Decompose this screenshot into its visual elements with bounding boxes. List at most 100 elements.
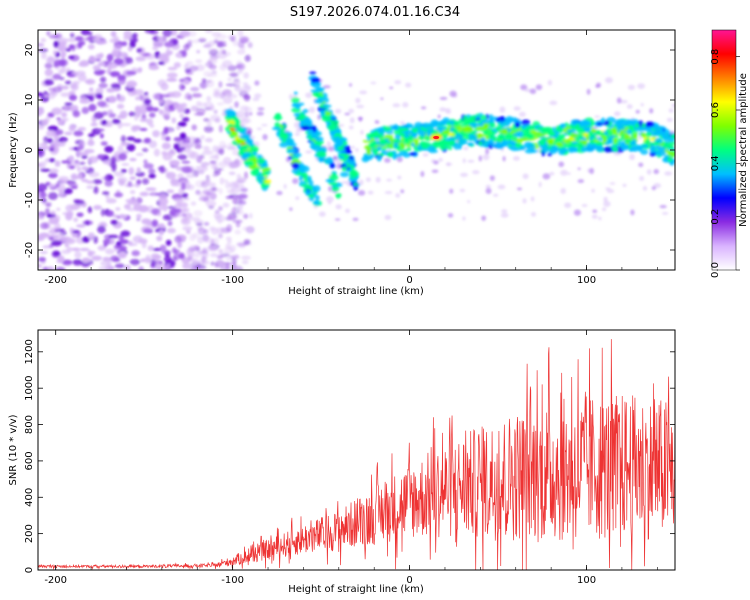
noise-blob [217,33,227,40]
noise-blob [236,110,245,118]
noise-blob [170,178,180,185]
faint-blob [396,156,403,163]
colorbar-gradient [712,30,736,270]
noise-blob [244,54,251,62]
noise-blob [152,40,157,46]
signal-blob [313,200,319,205]
faint-blob [520,84,528,91]
faint-blob [289,207,293,211]
faint-blob [462,216,466,221]
noise-blob [243,94,251,102]
noise-blob [87,140,95,147]
noise-blob [236,70,243,74]
signal-blob [630,147,635,152]
faint-blob [664,171,673,176]
noise-blob [206,119,212,127]
noise-blob [184,63,190,70]
noise-blob [196,49,201,54]
signal-blob [353,185,359,191]
faint-blob [518,111,526,117]
colorbar-tick-label: 0.4 [710,155,721,171]
noise-blob [38,48,49,53]
noise-blob [165,50,171,57]
signal-blob [606,138,612,145]
faint-blob [635,109,640,114]
faint-blob [516,187,523,191]
signal-blob [311,77,320,84]
noise-blob [76,212,84,218]
noise-blob [89,39,95,44]
noise-blob [197,38,207,43]
noise-blob [107,175,114,180]
noise-blob [64,131,73,136]
noise-blob [152,107,159,112]
noise-blob [151,219,159,227]
signal-blob [562,138,571,144]
faint-blob [500,212,509,218]
signal-blob [361,156,370,163]
faint-blob [439,96,448,101]
signal-blob [225,112,236,118]
noise-blob [68,183,78,188]
noise-blob [86,185,94,189]
faint-blob [666,117,673,122]
noise-blob [232,149,240,156]
faint-blob [348,125,354,130]
faint-blob [349,117,355,124]
noise-blob [172,38,178,45]
faint-blob [651,186,657,191]
signal-blob [310,89,318,93]
noise-blob [242,226,250,231]
noise-blob [78,151,83,156]
noise-blob [44,68,54,77]
noise-blob [80,30,90,36]
noise-blob [52,73,62,80]
noise-blob [193,245,200,250]
signal-blob [231,124,242,129]
signal-blob [366,148,371,156]
noise-blob [243,72,250,79]
noise-blob [192,38,200,44]
noise-blob [151,191,156,196]
noise-blob [203,125,214,133]
noise-blob [166,78,178,82]
noise-blob [173,62,181,68]
signal-blob [570,119,580,125]
noise-blob [41,52,47,60]
noise-blob [38,43,45,47]
signal-blob [362,139,373,143]
faint-blob [605,77,613,84]
noise-blob [57,255,65,263]
signal-blob [464,125,473,133]
noise-blob [102,191,110,196]
snr-content [38,339,675,570]
noise-blob [92,37,101,42]
faint-blob [384,214,392,220]
faint-blob [603,196,608,203]
spectrogram-xtick-label: 100 [577,275,596,286]
noise-blob [40,37,47,43]
noise-blob [95,128,105,132]
snr-xtick-label: -200 [44,575,67,586]
noise-blob [190,86,200,92]
noise-blob [48,192,58,201]
faint-blob [497,184,506,190]
noise-blob [59,119,67,124]
signal-blob [640,144,649,149]
noise-blob [70,175,80,180]
noise-blob [167,66,178,71]
noise-blob [121,162,130,167]
noise-blob [93,204,102,210]
signal-blob [631,138,637,146]
colorbar-label: Normalized spectral amplitude [738,73,749,227]
signal-blob [649,146,656,154]
noise-blob [120,230,131,237]
noise-blob [87,206,93,214]
noise-blob [98,266,110,270]
noise-blob [213,87,221,94]
faint-blob [438,157,443,162]
signal-blob [368,142,375,149]
noise-blob [206,95,212,102]
noise-blob [73,217,79,223]
spectrogram-ylabel: Frequency (Hz) [8,112,19,188]
